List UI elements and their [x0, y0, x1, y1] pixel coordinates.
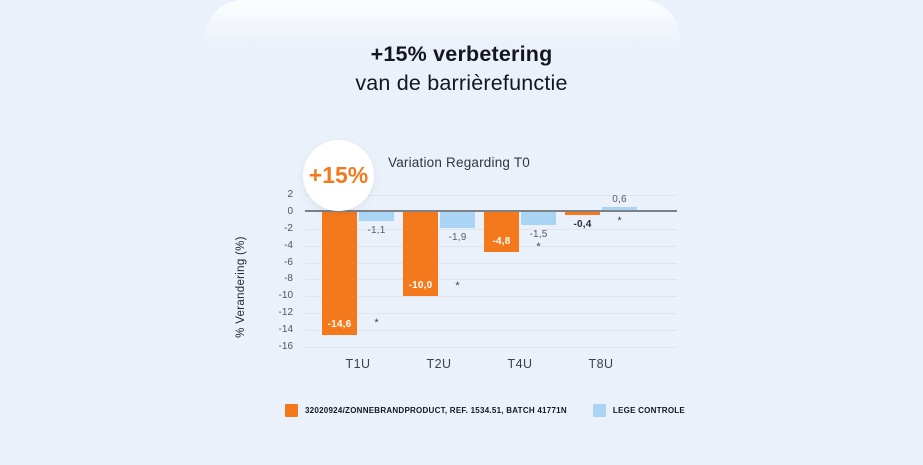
y-tick-label: 2 [287, 189, 293, 200]
page-title-line2: van de barrièrefunctie [355, 71, 568, 95]
bar-value-label: -4,8 [492, 236, 511, 248]
page-title: +15% verbetering van de barrièrefunctie [0, 40, 923, 98]
significance-asterisk: * [536, 240, 541, 253]
y-tick-label: 0 [287, 205, 293, 217]
zero-axis-line [305, 209, 677, 212]
gridline [305, 195, 677, 196]
legend-item: LEGE CONTROLE [592, 404, 686, 417]
gridline [305, 313, 677, 315]
significance-asterisk: * [374, 317, 379, 330]
chart-subtitle: Variation Regarding T0 [388, 155, 530, 170]
bar-control [602, 206, 637, 212]
bar-product [403, 211, 438, 297]
gridline [305, 279, 677, 281]
x-tick-label: T4U [507, 357, 533, 371]
bar-value-label: -1,1 [367, 225, 386, 237]
bar-value-label: -1,5 [529, 228, 548, 240]
significance-asterisk: * [455, 280, 460, 293]
bar-value-label: 0,6 [612, 193, 627, 205]
bar-chart-plot: 2 0 -2 -4 -6 -8 -10 -12 -14 -16 T1U -14,6 -1,1 * T2U -1… [279, 189, 677, 371]
bar-value-label: -0,4 [573, 219, 592, 231]
chart-legend: 32020924/ZONNEBRANDPRODUCT, REF. 1534.51… [250, 404, 720, 417]
gridline [305, 347, 677, 348]
improvement-badge-text: +15% [308, 162, 369, 188]
y-axis-title: % Verandering (%) [235, 236, 247, 338]
bar-value-label: -1,9 [448, 231, 467, 243]
bar-value-label: -14,6 [327, 319, 352, 331]
bar-control [521, 211, 556, 225]
gridline [305, 262, 677, 264]
y-tick-label: -8 [284, 273, 293, 285]
y-tick-label: -14 [278, 324, 293, 336]
x-tick-label: T1U [345, 357, 371, 371]
bar-product [484, 211, 519, 253]
legend-swatch-icon [592, 404, 606, 417]
y-tick-label: -6 [284, 256, 293, 268]
y-tick-label: -12 [278, 307, 293, 319]
gridline [305, 330, 677, 332]
x-tick-label: T8U [588, 357, 614, 371]
legend-swatch-icon [284, 404, 298, 417]
y-tick-label: -2 [284, 222, 293, 234]
gridline [305, 296, 677, 298]
bar-product [322, 211, 357, 336]
bar-value-label: -10,0 [408, 280, 433, 292]
legend-label: 32020924/ZONNEBRANDPRODUCT, REF. 1534.51… [304, 406, 567, 415]
significance-asterisk: * [617, 215, 622, 228]
bar-product [565, 211, 600, 216]
y-tick-label: -16 [278, 341, 293, 352]
y-tick-label: -4 [284, 239, 293, 251]
y-tick-label: -10 [278, 290, 293, 302]
bar-control [359, 211, 394, 222]
x-tick-label: T2U [426, 357, 452, 371]
page-title-line1: +15% verbetering [370, 42, 553, 66]
legend-item: 32020924/ZONNEBRANDPRODUCT, REF. 1534.51… [284, 404, 567, 417]
legend-label: LEGE CONTROLE [612, 406, 686, 415]
improvement-badge-circle: +15% [303, 140, 374, 211]
bar-control [440, 211, 475, 228]
top-card [205, 0, 680, 46]
